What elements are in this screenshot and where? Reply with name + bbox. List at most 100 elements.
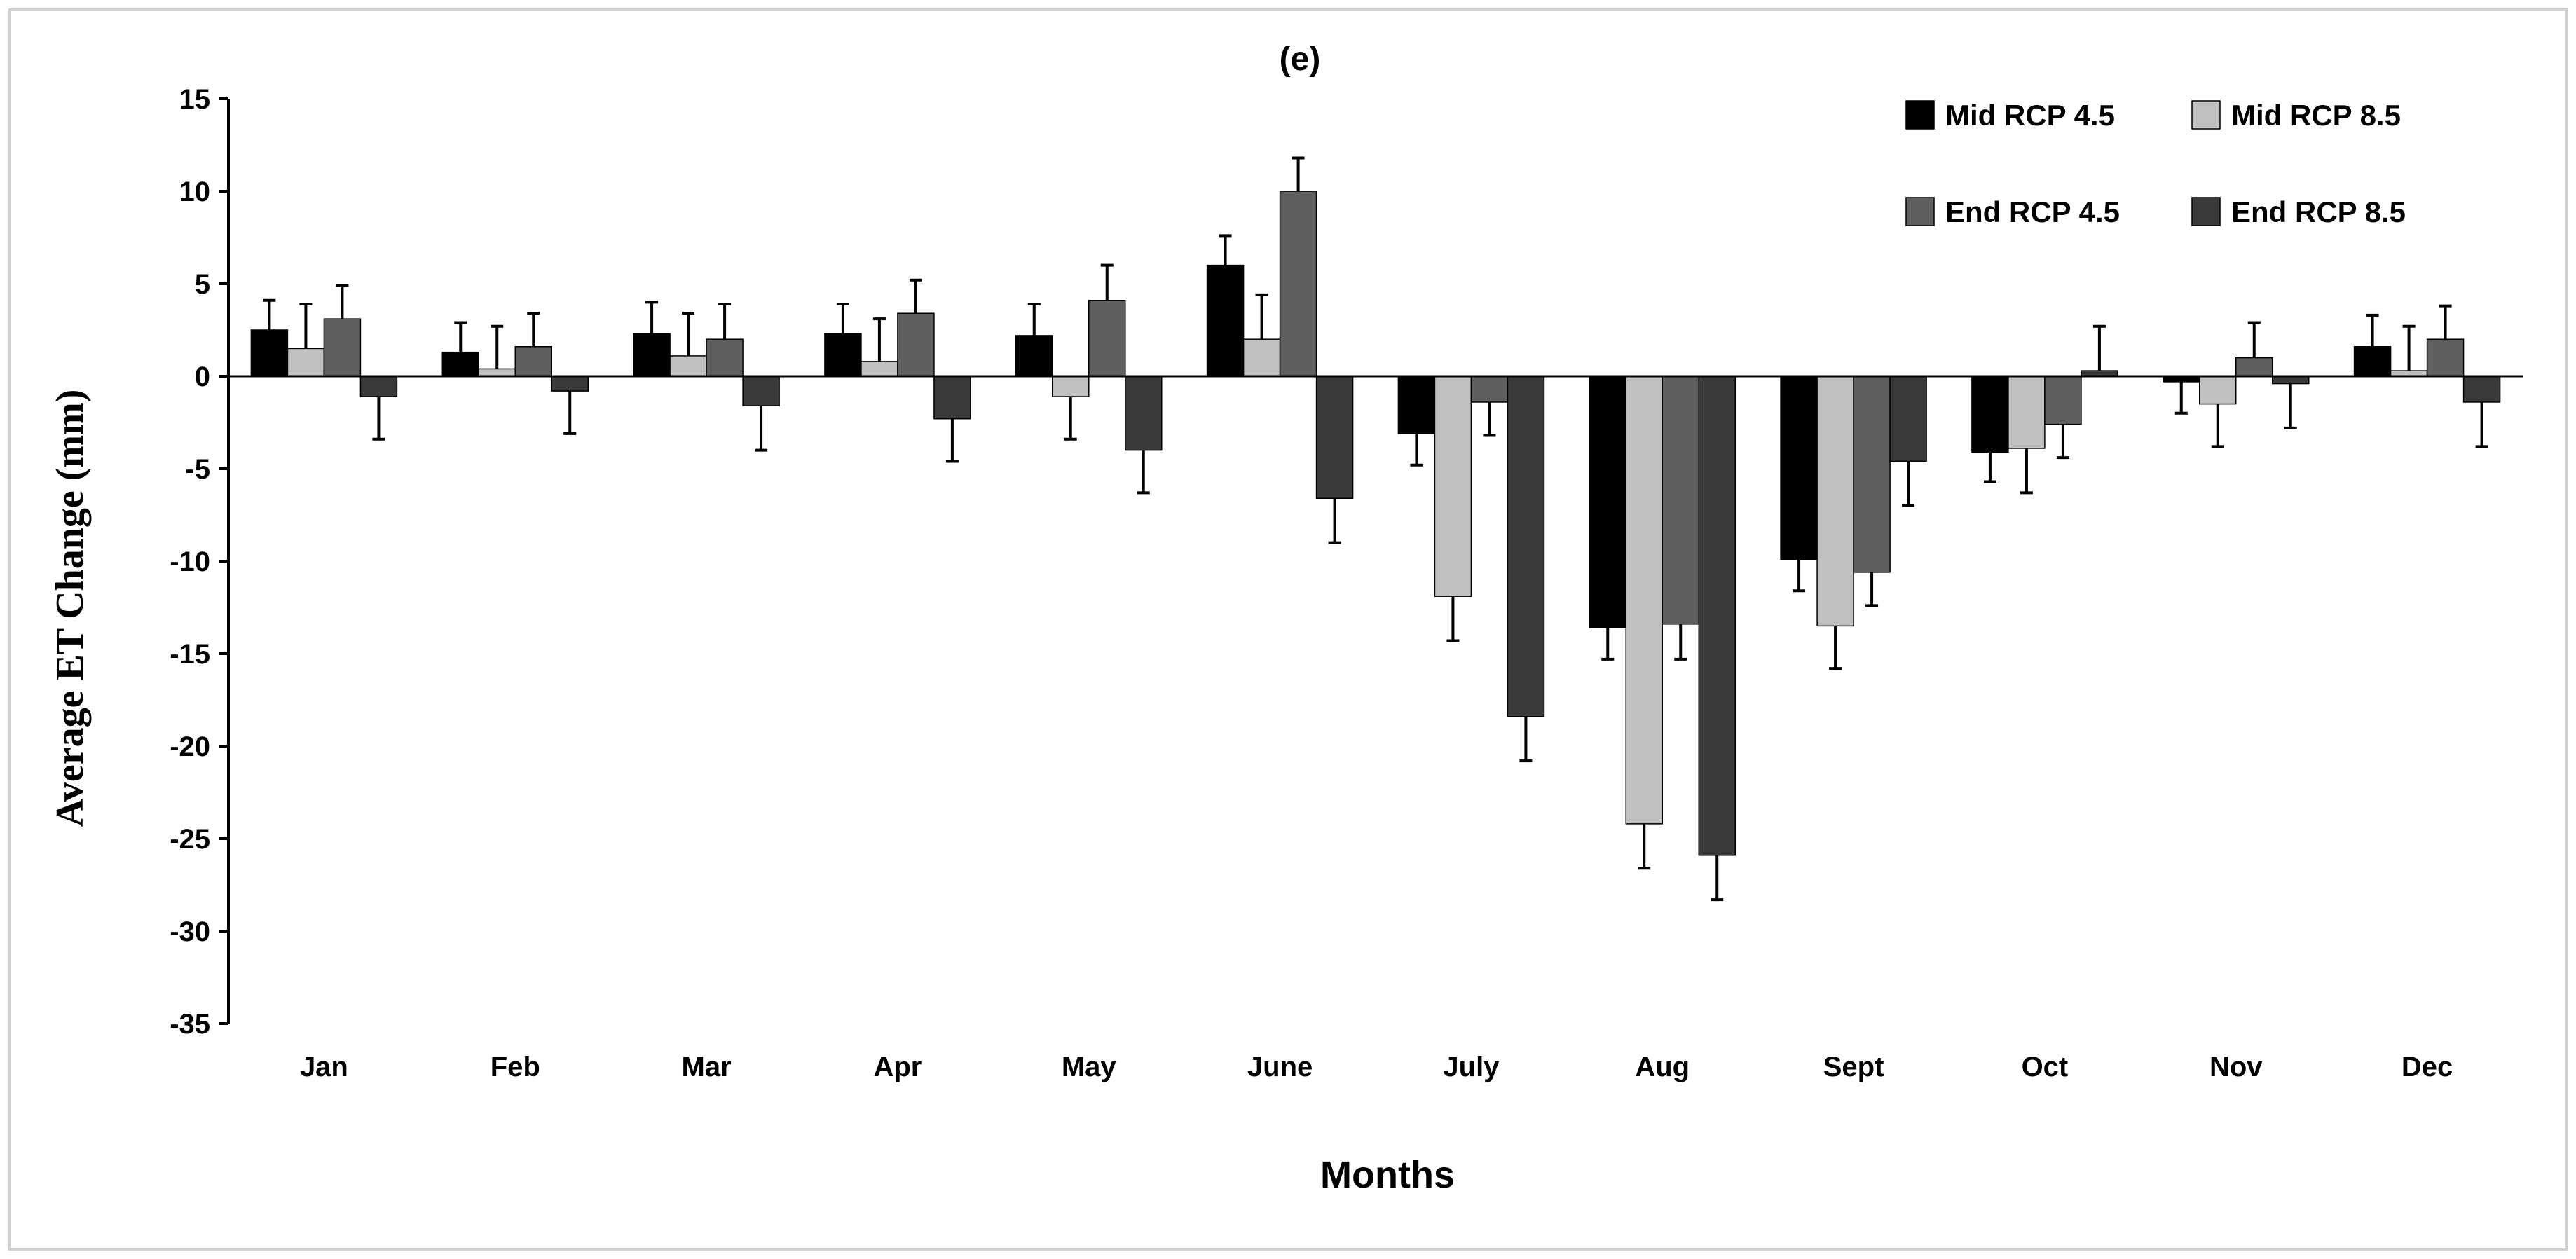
bar-mid-rcp-8-5-aug: [1625, 376, 1663, 825]
x-tick-label-july: July: [1443, 1052, 1500, 1082]
bar-mid-rcp-4-5-aug: [1589, 376, 1626, 628]
bar-mid-rcp-4-5-dec: [2353, 346, 2392, 377]
bar-mid-rcp-4-5-oct: [1971, 376, 2009, 453]
legend-swatch: [2191, 197, 2221, 226]
legend-swatch: [1905, 197, 1935, 226]
bar-end-rcp-4-5-sept: [1853, 376, 1891, 573]
bar-end-rcp-8-5-sept: [1889, 376, 1927, 462]
y-tick-label: 10: [179, 177, 211, 207]
error-bar: [1865, 572, 1879, 607]
legend-label: Mid RCP 8.5: [2231, 99, 2401, 132]
error-bar: [263, 298, 276, 330]
legend: Mid RCP 4.5 Mid RCP 8.5 End RCP 4.5 End RCP…: [1905, 99, 2406, 228]
error-bar: [682, 312, 695, 356]
error-bar: [1483, 401, 1496, 437]
bars-layer: [250, 191, 2501, 856]
x-tick-label-june: June: [1247, 1052, 1313, 1082]
error-bar: [755, 406, 768, 452]
x-axis-tick-labels: Jan Feb Mar Apr May June July Aug Sept Oct Nov Dec: [300, 1052, 2453, 1082]
error-bar: [872, 317, 886, 362]
error-bar: [1292, 156, 1305, 191]
error-bar: [2475, 401, 2488, 448]
legend-label: Mid RCP 4.5: [1945, 99, 2115, 132]
bar-mid-rcp-4-5-july: [1397, 376, 1436, 434]
y-tick-label: 5: [195, 269, 210, 300]
error-bar: [491, 324, 504, 369]
error-bar: [2211, 404, 2224, 448]
error-bar: [909, 278, 922, 314]
bar-mid-rcp-8-5-july: [1434, 376, 1472, 597]
error-bar: [1410, 433, 1423, 467]
bar-mid-rcp-4-5-mar: [633, 333, 671, 377]
error-bar: [718, 303, 732, 340]
error-bar: [454, 321, 467, 352]
bar-mid-rcp-8-5-nov: [2199, 376, 2237, 405]
error-bar: [1064, 397, 1077, 441]
error-bar: [1638, 823, 1651, 870]
error-bar: [1674, 624, 1687, 661]
error-bar: [2284, 383, 2297, 429]
y-tick-label: 0: [195, 362, 210, 392]
bar-end-rcp-4-5-apr: [897, 312, 935, 377]
x-axis-title: Months: [1320, 1154, 1455, 1196]
bar-end-rcp-8-5-apr: [933, 376, 971, 420]
y-tick-label: -5: [185, 454, 210, 485]
x-tick-label-aug: Aug: [1635, 1052, 1690, 1082]
legend-item: End RCP 8.5: [2191, 195, 2406, 228]
error-bar: [1983, 452, 1996, 483]
error-bar: [1519, 716, 1533, 763]
bar-end-rcp-4-5-oct: [2044, 376, 2082, 425]
bar-end-rcp-8-5-may: [1125, 376, 1163, 451]
bar-mid-rcp-4-5-apr: [824, 333, 862, 377]
legend-item: Mid RCP 8.5: [2191, 99, 2401, 132]
bar-mid-rcp-8-5-oct: [2008, 376, 2046, 449]
bar-mid-rcp-8-5-may: [1052, 376, 1090, 397]
legend-swatch: [1905, 100, 1935, 130]
error-bar: [1711, 855, 1724, 902]
error-bar: [2092, 324, 2106, 371]
error-bars-layer: [263, 156, 2488, 902]
error-bar: [336, 284, 349, 319]
bar-end-rcp-8-5-nov: [2272, 376, 2310, 385]
y-axis-title: Average ET Change (mm): [48, 390, 92, 827]
x-tick-label-oct: Oct: [2022, 1052, 2069, 1082]
legend-item: Mid RCP 4.5: [1905, 99, 2115, 132]
error-bar: [1255, 293, 1268, 340]
bar-end-rcp-8-5-aug: [1698, 376, 1736, 856]
bar-end-rcp-4-5-june: [1279, 191, 1317, 377]
error-bar: [645, 301, 659, 334]
bar-end-rcp-8-5-jan: [359, 376, 398, 397]
y-tick-label: -35: [170, 1009, 210, 1040]
bar-mid-rcp-8-5-mar: [669, 355, 707, 377]
error-bar: [1902, 461, 1915, 507]
error-bar: [2056, 424, 2069, 460]
bar-end-rcp-4-5-aug: [1662, 376, 1699, 625]
error-bar: [2439, 304, 2452, 340]
error-bar: [1100, 263, 1114, 301]
x-tick-label-apr: Apr: [873, 1052, 922, 1082]
y-tick-label: -20: [170, 731, 210, 762]
x-tick-label-dec: Dec: [2402, 1052, 2453, 1082]
error-bar: [2020, 448, 2033, 495]
error-bar: [1027, 303, 1041, 336]
error-bar: [1328, 498, 1341, 544]
bar-mid-rcp-8-5-june: [1242, 338, 1281, 377]
y-axis-ticks: 15 10 5 0 -5 -10 -15 -20 -25 -30 -35: [170, 84, 228, 1040]
bar-end-rcp-4-5-nov: [2235, 357, 2273, 377]
error-bar: [2174, 381, 2188, 415]
bar-mid-rcp-4-5-may: [1015, 335, 1053, 377]
bar-end-rcp-8-5-dec: [2462, 376, 2501, 403]
bar-end-rcp-4-5-jan: [323, 318, 362, 377]
chart-title: (e): [1280, 41, 1321, 78]
x-tick-label-jan: Jan: [300, 1052, 348, 1082]
error-bar: [563, 391, 577, 435]
y-tick-label: -10: [170, 546, 210, 577]
x-tick-label-may: May: [1062, 1052, 1117, 1082]
error-bar: [2402, 324, 2416, 371]
bar-end-rcp-4-5-feb: [514, 346, 552, 377]
bar-end-rcp-4-5-dec: [2426, 338, 2465, 377]
bar-end-rcp-4-5-may: [1088, 300, 1126, 377]
legend-label: End RCP 4.5: [1945, 195, 2120, 228]
bar-mid-rcp-8-5-sept: [1816, 376, 1854, 627]
